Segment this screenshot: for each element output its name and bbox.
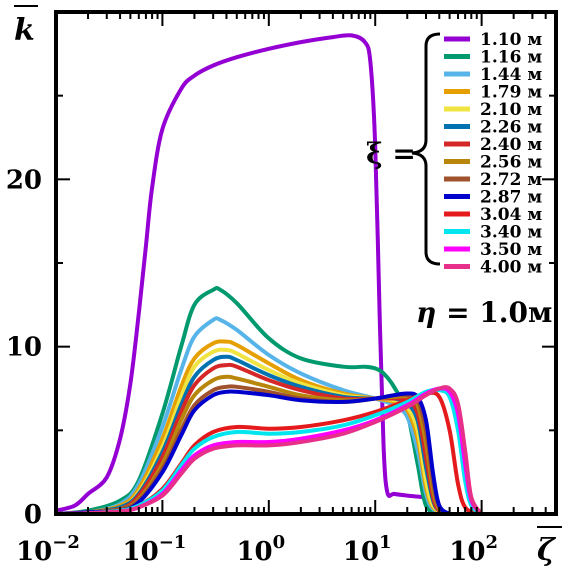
y-tick-label-2: 10	[6, 333, 42, 363]
y-tick-label-1: 0	[24, 500, 42, 530]
legend-label-9: 2.72 м	[480, 170, 542, 190]
legend-label-1: 1.10 м	[480, 30, 542, 50]
x-tick-base: 10	[123, 537, 159, 567]
y-tick-label-3: 20	[6, 165, 42, 195]
legend-label-7: 2.40 м	[480, 135, 542, 155]
x-tick-base: 10	[16, 537, 52, 567]
x-tick-exponent: −1	[159, 532, 187, 553]
legend-prefix: ξ =	[366, 137, 416, 170]
series-line-3	[56, 316, 447, 514]
series-curves	[56, 33, 484, 514]
y-axis-label: k	[14, 13, 35, 48]
legend-label-6: 2.26 м	[480, 118, 542, 138]
series-line-7	[56, 362, 452, 514]
x-axis-ticks: 10−2 10−1 100 101 102	[16, 12, 557, 567]
x-tick-label-4: 101	[343, 532, 392, 567]
eta-annotation: η = 1.0м	[416, 296, 552, 329]
legend-label-14: 4.00 м	[480, 258, 542, 278]
eta-symbol: η	[416, 296, 436, 329]
x-tick-label-3: 100	[236, 532, 285, 567]
legend-label-11: 3.04 м	[480, 205, 542, 225]
x-tick-label-2: 10−1	[123, 532, 187, 567]
legend-label-5: 2.10 м	[480, 100, 542, 120]
legend-label-2: 1.16 м	[480, 48, 542, 68]
eta-value: = 1.0м	[436, 296, 552, 329]
legend-label-8: 2.56 м	[480, 153, 542, 173]
x-axis-label: ζ	[537, 533, 557, 568]
legend-label-13: 3.50 м	[480, 240, 542, 260]
legend-brace	[411, 32, 441, 266]
x-tick-exponent: 0	[273, 532, 286, 553]
legend-label-4: 1.79 м	[480, 83, 542, 103]
x-tick-exponent: −2	[52, 532, 80, 553]
x-tick-base: 10	[236, 537, 272, 567]
x-tick-base: 10	[449, 537, 485, 567]
y-axis-ticks: 0 10 20	[6, 11, 556, 530]
series-line-14	[56, 385, 484, 514]
x-tick-exponent: 1	[379, 532, 392, 553]
legend: 1.10 м1.16 м1.44 м1.79 м2.10 м2.26 м2.40…	[444, 30, 542, 278]
legend-label-3: 1.44 м	[480, 65, 542, 85]
series-line-10	[56, 389, 452, 514]
series-line-1	[56, 33, 428, 513]
x-tick-label-1: 10−2	[16, 532, 80, 567]
plot-frame	[54, 10, 558, 516]
legend-label-12: 3.40 м	[480, 223, 542, 243]
x-tick-base: 10	[343, 537, 379, 567]
x-tick-label-5: 102	[449, 532, 498, 567]
x-tick-exponent: 2	[485, 532, 498, 553]
legend-label-10: 2.87 м	[480, 188, 542, 208]
